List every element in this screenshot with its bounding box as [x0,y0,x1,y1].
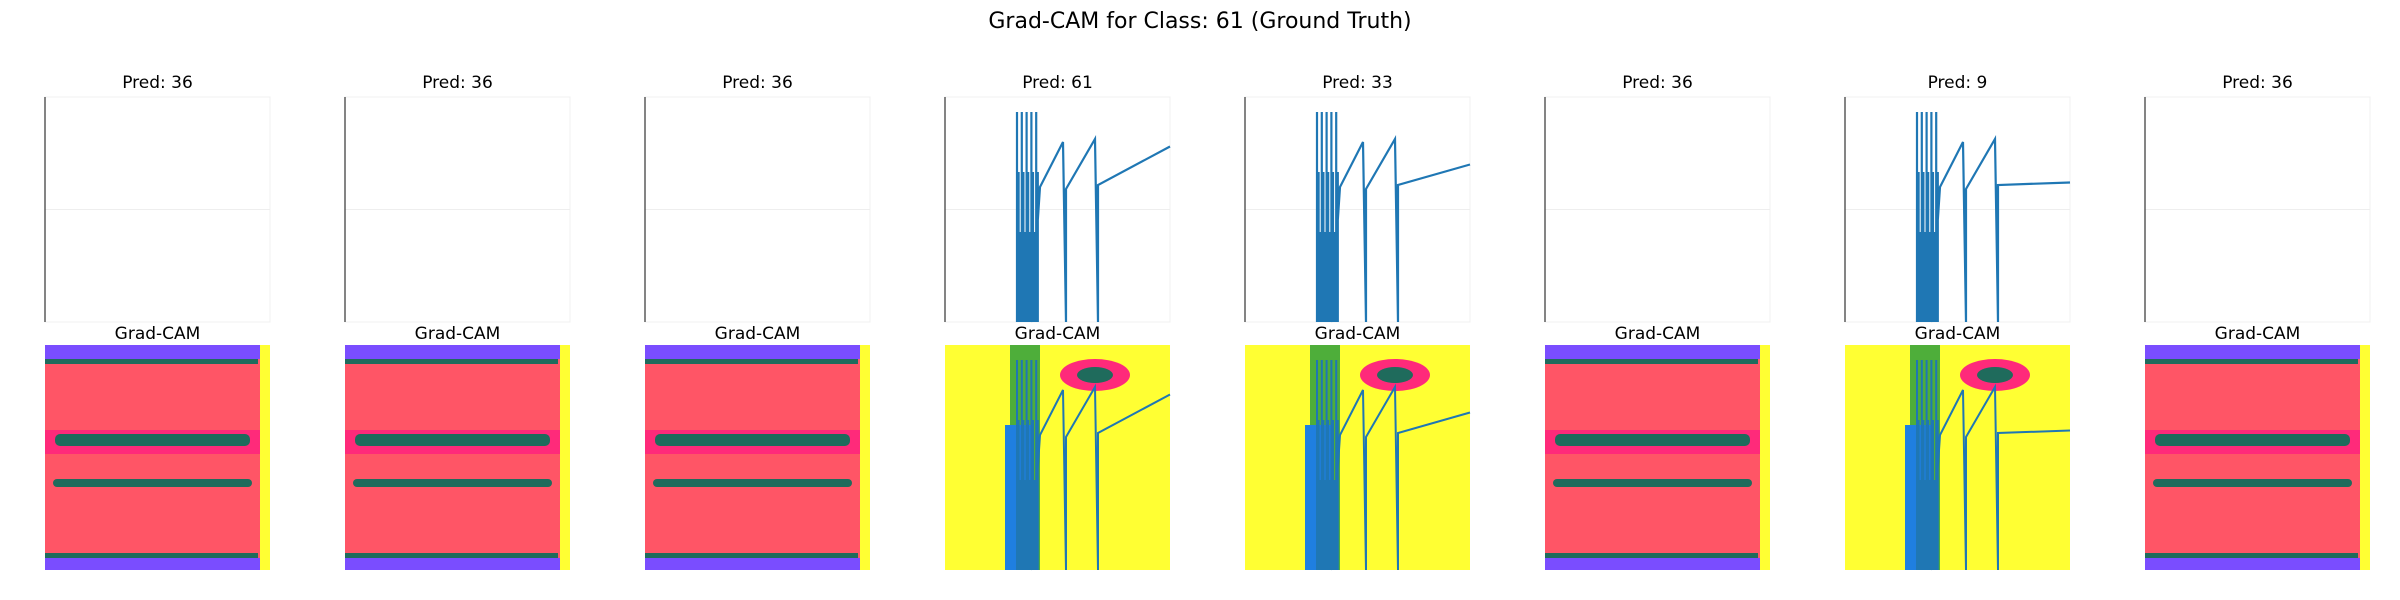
heat-bottom-edge [1545,553,1758,558]
gradcam-title: Grad-CAM [1315,324,1401,344]
signal-overlay [1016,360,1171,571]
panel-7: Pred: 9 Grad-CAM [1844,73,2071,571]
heat-top-edge [1545,359,1758,364]
gradcam-title: Grad-CAM [1615,324,1701,344]
heat-edge [1760,345,1770,570]
pred-title: Pred: 36 [122,73,193,93]
panel-3: Pred: 36 Grad-CAM [644,73,871,570]
heat-edge [860,345,870,570]
heat-low-stripe [653,479,852,487]
gradcam-heatmap [1545,345,1770,570]
panel-4: Pred: 61 Grad-CAM [944,73,1171,571]
heat-mid-stripe [55,434,250,446]
heat-low-stripe [1553,479,1752,487]
pred-title: Pred: 33 [1322,73,1393,93]
panel-6: Pred: 36 Grad-CAM [1544,73,1771,570]
heat-top-band [45,345,260,359]
pred-title: Pred: 36 [422,73,493,93]
signal-line [1915,112,2071,323]
gradcam-title: Grad-CAM [1015,324,1101,344]
heat-bottom-edge [345,553,558,558]
signal-line [1315,112,1471,323]
gradcam-title: Grad-CAM [1915,324,2001,344]
heat-bottom-edge [645,553,858,558]
signal-overlay [1916,360,2071,571]
heat-low-stripe [353,479,552,487]
heat-low-stripe [2153,479,2352,487]
pred-title: Pred: 36 [722,73,793,93]
figure-title: Grad-CAM for Class: 61 (Ground Truth) [988,9,1411,34]
gradcam-heatmap [45,345,270,570]
heat-top-band [345,345,560,359]
heat-top-edge [345,359,558,364]
pred-title: Pred: 9 [1928,73,1988,93]
signal-overlay [1316,360,1471,571]
heat-bottom-band [345,558,560,570]
heat-edge [2360,345,2370,570]
heat-background [345,345,570,570]
heat-background [45,345,270,570]
heat-mid-stripe [355,434,550,446]
heat-top-edge [45,359,258,364]
heat-hotspot-core [1977,367,2013,383]
gradcam-heatmap [1245,345,1471,571]
heat-background [1245,345,1470,570]
gradcam-title: Grad-CAM [2215,324,2301,344]
heat-background [945,345,1170,570]
gradcam-title: Grad-CAM [115,324,201,344]
heat-bottom-band [1545,558,1760,570]
heat-low-stripe [53,479,252,487]
gradcam-heatmap [945,345,1171,571]
heat-top-band [645,345,860,359]
gradcam-title: Grad-CAM [715,324,801,344]
gradcam-heatmap [645,345,870,570]
heat-edge [260,345,270,570]
heat-background [2145,345,2370,570]
gradcam-title: Grad-CAM [415,324,501,344]
heat-top-edge [2145,359,2358,364]
heat-top-edge [645,359,858,364]
panel-2: Pred: 36 Grad-CAM [344,73,571,570]
heat-bottom-edge [2145,553,2358,558]
panel-1: Pred: 36 Grad-CAM [44,73,271,570]
heat-edge [560,345,570,570]
heat-mid-stripe [2155,434,2350,446]
heat-bottom-band [2145,558,2360,570]
pred-title: Pred: 36 [2222,73,2293,93]
gradcam-heatmap [345,345,570,570]
heat-top-band [2145,345,2360,359]
heat-mid-stripe [655,434,850,446]
heat-background [645,345,870,570]
pred-title: Pred: 36 [1622,73,1693,93]
heat-background [1845,345,2070,570]
heat-hotspot-core [1377,367,1413,383]
heat-bottom-band [645,558,860,570]
panel-8: Pred: 36 Grad-CAM [2144,73,2371,570]
signal-line [1015,112,1171,323]
pred-title: Pred: 61 [1022,73,1093,93]
heat-bottom-edge [45,553,258,558]
heat-top-band [1545,345,1760,359]
heat-mid-stripe [1555,434,1750,446]
heat-bottom-band [45,558,260,570]
heat-hotspot-core [1077,367,1113,383]
gradcam-heatmap [2145,345,2370,570]
panel-5: Pred: 33 Grad-CAM [1244,73,1471,571]
heat-background [1545,345,1770,570]
gradcam-heatmap [1845,345,2071,571]
